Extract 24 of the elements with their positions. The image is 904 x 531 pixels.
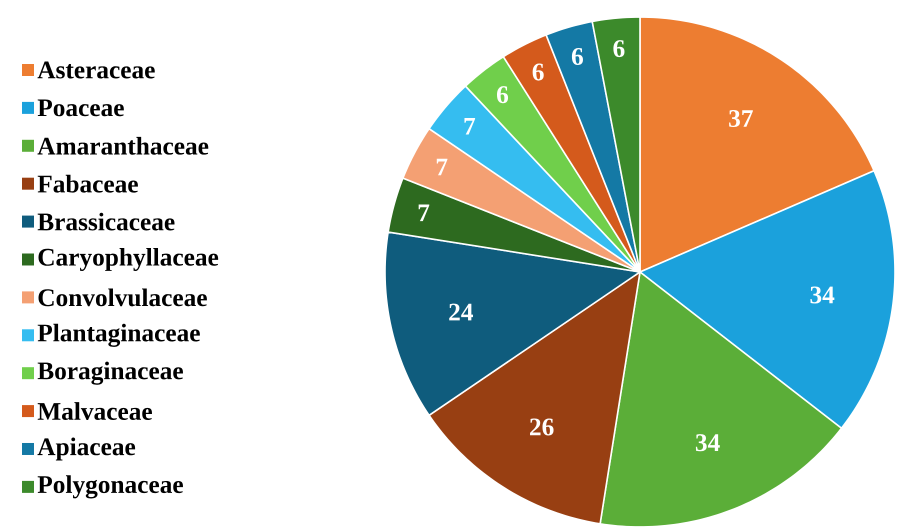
data-label: 26 <box>530 418 554 436</box>
data-label: 37 <box>729 110 753 128</box>
data-label: 6 <box>496 86 508 104</box>
legend-label: Fabaceae <box>38 174 138 193</box>
data-label: 24 <box>449 304 474 320</box>
legend-label: Caryophyllaceae <box>38 248 218 271</box>
legend-label: Polygonaceae <box>38 475 183 498</box>
legend-label: Brassicaceae <box>38 212 174 231</box>
legend-label: Convolvulaceae <box>38 288 207 306</box>
data-label: 34 <box>810 286 834 304</box>
legend-label: Plantaginaceae <box>38 324 200 347</box>
data-label: 7 <box>436 158 448 176</box>
data-label: 34 <box>696 434 720 452</box>
data-label: 7 <box>464 118 476 135</box>
data-label: 6 <box>613 40 624 58</box>
data-label: 6 <box>572 48 583 66</box>
legend-label: Asteraceae <box>38 62 155 78</box>
legend-label: Boraginaceae <box>38 362 183 385</box>
legend-label: Apiaceae <box>38 438 136 460</box>
data-label: 7 <box>418 204 430 222</box>
data-label: 6 <box>532 64 544 81</box>
legend-label: Poaceae <box>38 99 124 116</box>
legend-label: Amaranthaceae <box>38 136 208 155</box>
legend-label: Malvaceae <box>38 402 152 420</box>
